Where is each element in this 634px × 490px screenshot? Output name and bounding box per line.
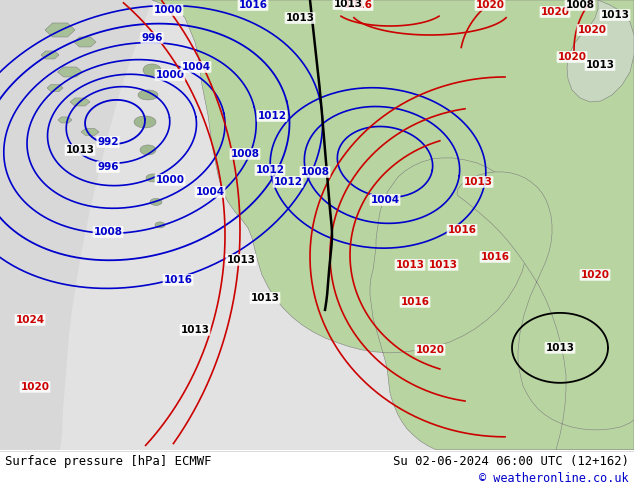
Text: 1012: 1012: [273, 177, 302, 187]
Text: 1016: 1016: [481, 252, 510, 262]
Ellipse shape: [146, 174, 160, 182]
Text: 1013: 1013: [226, 255, 256, 265]
Polygon shape: [457, 172, 634, 450]
Text: Su 02-06-2024 06:00 UTC (12+162): Su 02-06-2024 06:00 UTC (12+162): [393, 455, 629, 468]
Text: 1000: 1000: [155, 70, 184, 80]
Text: 1008: 1008: [93, 227, 122, 237]
Text: 1013: 1013: [545, 343, 574, 353]
Text: 1016: 1016: [448, 225, 477, 235]
Polygon shape: [0, 0, 152, 450]
Polygon shape: [567, 0, 634, 102]
Text: 1016: 1016: [401, 297, 429, 307]
Text: 1013: 1013: [285, 13, 314, 23]
Text: 1000: 1000: [155, 175, 184, 185]
Text: 1008: 1008: [231, 149, 259, 159]
Text: 1013: 1013: [396, 260, 425, 270]
Polygon shape: [45, 23, 75, 37]
Text: 1004: 1004: [181, 62, 210, 72]
Text: 996: 996: [97, 162, 119, 172]
Text: 1013: 1013: [65, 145, 94, 155]
Text: 1016: 1016: [238, 0, 268, 10]
Polygon shape: [81, 128, 99, 135]
Text: 1012: 1012: [256, 165, 285, 175]
Text: © weatheronline.co.uk: © weatheronline.co.uk: [479, 472, 629, 486]
Text: 1000: 1000: [153, 5, 183, 15]
Text: 1020: 1020: [415, 345, 444, 355]
Text: 1008: 1008: [301, 167, 330, 177]
Text: 1013: 1013: [250, 293, 280, 303]
Text: 1013: 1013: [333, 0, 363, 9]
Text: Surface pressure [hPa] ECMWF: Surface pressure [hPa] ECMWF: [5, 455, 212, 468]
Polygon shape: [47, 84, 63, 92]
Text: 1008: 1008: [566, 0, 595, 10]
Text: 996: 996: [141, 33, 163, 43]
Ellipse shape: [134, 116, 156, 128]
Text: 992: 992: [97, 137, 119, 147]
Text: 1004: 1004: [370, 195, 399, 205]
Ellipse shape: [140, 145, 156, 155]
Polygon shape: [58, 67, 82, 77]
Text: 1024: 1024: [15, 315, 44, 325]
Polygon shape: [41, 51, 59, 59]
Text: 1020: 1020: [581, 270, 609, 280]
Text: 1020: 1020: [557, 52, 586, 62]
Text: 1004: 1004: [195, 187, 224, 197]
Ellipse shape: [143, 64, 161, 76]
Text: 1013: 1013: [181, 325, 209, 335]
Text: 1012: 1012: [257, 111, 287, 121]
Text: 1020: 1020: [20, 382, 49, 392]
Ellipse shape: [155, 222, 165, 228]
Polygon shape: [69, 147, 81, 152]
Polygon shape: [58, 117, 72, 123]
Text: 1013: 1013: [600, 10, 630, 20]
Text: 1013: 1013: [463, 177, 493, 187]
Text: 1013: 1013: [429, 260, 458, 270]
Polygon shape: [152, 0, 634, 450]
Text: 1020: 1020: [541, 7, 569, 17]
Polygon shape: [74, 37, 96, 47]
Text: 1016: 1016: [164, 275, 193, 285]
Text: 1016: 1016: [344, 0, 373, 10]
Ellipse shape: [138, 90, 158, 100]
Polygon shape: [70, 98, 90, 106]
Text: 1020: 1020: [578, 25, 607, 35]
Text: 1020: 1020: [476, 0, 505, 10]
Text: 1013: 1013: [586, 60, 614, 70]
Ellipse shape: [150, 198, 162, 205]
